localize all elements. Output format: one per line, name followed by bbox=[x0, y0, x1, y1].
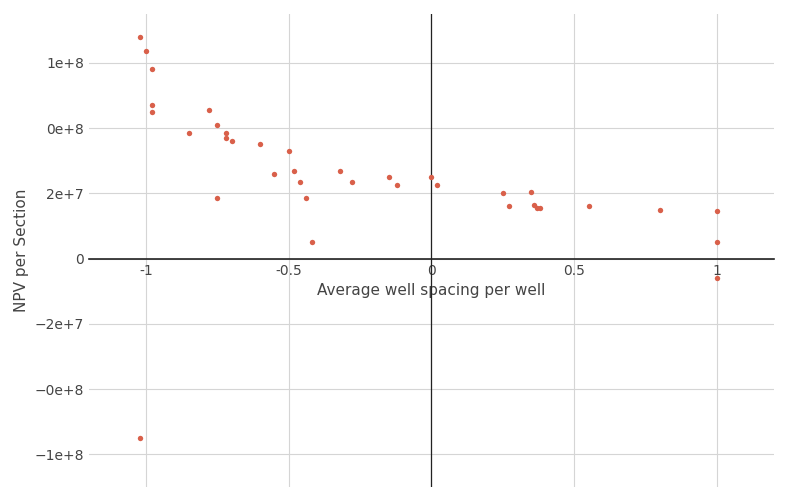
Point bbox=[211, 194, 224, 202]
Point bbox=[711, 274, 723, 282]
Point bbox=[145, 108, 158, 116]
Point bbox=[334, 166, 347, 174]
Point bbox=[288, 166, 301, 174]
Point bbox=[305, 238, 318, 246]
Point bbox=[299, 194, 312, 202]
Point bbox=[134, 33, 147, 41]
Point bbox=[496, 189, 509, 197]
Point bbox=[294, 178, 307, 186]
Point bbox=[382, 173, 395, 181]
Point bbox=[211, 121, 224, 129]
Point bbox=[653, 206, 666, 214]
Point bbox=[528, 201, 541, 209]
Point bbox=[134, 434, 147, 442]
Point bbox=[582, 202, 595, 210]
Point bbox=[282, 147, 295, 155]
Point bbox=[203, 106, 215, 114]
Point bbox=[268, 170, 281, 178]
Point bbox=[345, 178, 358, 186]
Point bbox=[431, 181, 444, 189]
Point bbox=[711, 207, 723, 215]
Point bbox=[254, 140, 266, 148]
Point bbox=[220, 134, 232, 142]
Point bbox=[225, 137, 238, 145]
Point bbox=[426, 173, 438, 181]
Point bbox=[139, 48, 152, 56]
Point bbox=[533, 204, 546, 212]
Point bbox=[183, 129, 195, 137]
Point bbox=[145, 65, 158, 73]
Point bbox=[145, 101, 158, 109]
Point bbox=[502, 202, 515, 210]
X-axis label: Average well spacing per well: Average well spacing per well bbox=[318, 283, 545, 298]
Y-axis label: NPV per Section: NPV per Section bbox=[14, 189, 29, 312]
Point bbox=[220, 129, 232, 137]
Point bbox=[391, 181, 403, 189]
Point bbox=[711, 238, 723, 246]
Point bbox=[531, 204, 544, 212]
Point bbox=[525, 188, 537, 196]
